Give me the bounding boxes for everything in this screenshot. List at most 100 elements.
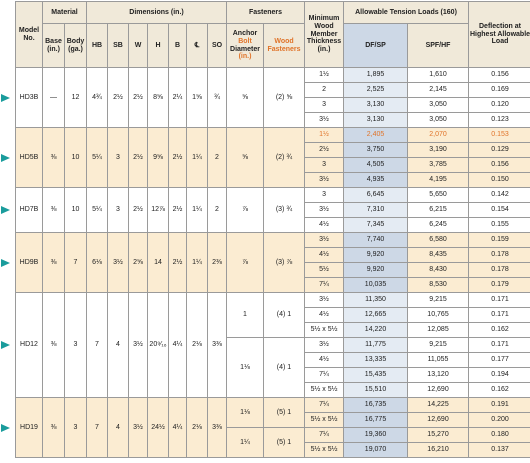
dim-so-cell: ¾ — [207, 67, 227, 128]
header-body: Body (ga.) — [64, 23, 87, 68]
spfhf-load-cell: 16,210 — [407, 442, 470, 458]
min-wood-cell: 5½ x 5½ — [304, 382, 345, 398]
dfsp-load-cell: 15,510 — [343, 382, 409, 398]
dim-w-cell: 2⅝ — [128, 232, 148, 293]
table-row: 5½ x 5½ 14,220 12,085 0.162 — [16, 322, 530, 338]
min-wood-cell: 3½ — [304, 292, 345, 308]
dim-so-cell: 3⅜ — [207, 397, 227, 458]
wood-fasteners-cell: (2) ¾ — [262, 127, 306, 188]
dfsp-load-cell: 10,035 — [343, 277, 409, 293]
anchor-diameter-cell: 1 — [226, 292, 264, 338]
body-cell: 12 — [64, 67, 87, 128]
wood-fasteners-cell: (5) 1 — [262, 397, 306, 428]
table-row: HD19 ⅜ 3 7 4 3½ 24½ 4¼ 2⅛ 3⅜ 1⅛ (5) 1 7¼ 16,735 14,225… — [15, 397, 530, 458]
spfhf-load-cell: 3,785 — [407, 157, 470, 173]
dim-hb-cell: 7 — [86, 397, 108, 458]
dfsp-load-cell: 16,735 — [343, 397, 409, 413]
header-hb: HB — [86, 23, 108, 68]
dim-sb-cell: 2½ — [107, 67, 129, 128]
dim-sb-cell: 3½ — [107, 232, 129, 293]
min-wood-cell: 4½ — [304, 247, 345, 263]
base-cell: ⅜ — [42, 397, 65, 458]
min-wood-cell: 3½ — [304, 172, 345, 188]
wood-fasteners-cell: (4) 1 — [262, 292, 306, 338]
min-wood-cell: 7¼ — [304, 427, 345, 443]
dfsp-load-cell: 3,130 — [343, 97, 409, 113]
spfhf-load-cell: 11,055 — [407, 352, 470, 368]
wood-fasteners-cell: (3) ⅞ — [262, 232, 306, 293]
table-row: HD9B ⅜ 7 6⅛ 3½ 2⅝ 14 2½ 1¼ 2⅜ ⅞ (3) ⅞ 3½ 7,740 6,580 0.… — [15, 232, 530, 293]
min-wood-cell: 7¼ — [304, 367, 345, 383]
spfhf-load-cell: 2,070 — [407, 127, 470, 143]
dfsp-load-cell: 13,335 — [343, 352, 409, 368]
dim-sb-cell: 3 — [107, 187, 129, 233]
header-allowable: Allowable Tension Loads (160) — [343, 1, 470, 24]
deflection-cell: 0.171 — [468, 307, 530, 323]
dim-b-cell: 2½ — [168, 232, 187, 293]
dfsp-load-cell: 15,435 — [343, 367, 409, 383]
min-wood-cell: 7¼ — [304, 277, 345, 293]
deflection-cell: 0.156 — [468, 157, 530, 173]
wood-fasteners-cell: (5) 1 — [262, 427, 306, 458]
dfsp-load-cell: 14,220 — [343, 322, 409, 338]
dim-h-cell: 14 — [147, 232, 169, 293]
anchor-diameter-cell: 1¼ — [226, 427, 264, 458]
min-wood-cell: 1½ — [304, 67, 345, 83]
base-cell: ⅜ — [42, 127, 65, 188]
dfsp-load-cell: 9,920 — [343, 262, 409, 278]
deflection-cell: 0.178 — [468, 262, 530, 278]
row-marker-column — [0, 0, 14, 463]
model-cell: HD12 — [15, 292, 43, 398]
spfhf-load-cell: 12,690 — [407, 382, 470, 398]
dfsp-load-cell: 2,405 — [343, 127, 409, 143]
min-wood-cell: 3 — [304, 187, 345, 203]
dfsp-load-cell: 16,775 — [343, 412, 409, 428]
header-base: Base (in.) — [42, 23, 65, 68]
dim-b-cell: 4¼ — [168, 397, 187, 458]
table-row: 3 3,130 3,050 0.120 — [16, 97, 530, 113]
table-row: HD7B ⅜ 10 5¼ 3 2½ 12⅞ 2½ 1¼ 2 ⅞ (3) ¾ 3 6,645 5,650 0.1… — [15, 187, 530, 233]
deflection-cell: 0.153 — [468, 127, 530, 143]
deflection-cell: 0.169 — [468, 82, 530, 98]
dim-cl-cell: 1⅝ — [186, 67, 208, 128]
spfhf-load-cell: 10,765 — [407, 307, 470, 323]
model-cell: HD5B — [15, 127, 43, 188]
dim-sb-cell: 4 — [107, 397, 129, 458]
anchor-diameter-cell: ⅝ — [226, 127, 264, 188]
row-pointer-icon — [1, 258, 10, 267]
anchor-diameter-cell: ⅞ — [226, 232, 264, 293]
header-wood-fasteners: Wood Fasteners — [262, 23, 306, 68]
table-row: 3½ 7,310 6,215 0.154 — [16, 202, 530, 218]
deflection-cell: 0.200 — [468, 412, 530, 428]
dfsp-load-cell: 4,935 — [343, 172, 409, 188]
model-cell: HD9B — [15, 232, 43, 293]
deflection-cell: 0.159 — [468, 232, 530, 248]
min-wood-cell: 4½ — [304, 352, 345, 368]
dim-b-cell: 4¼ — [168, 292, 187, 398]
anchor-diameter-cell: ⅝ — [226, 67, 264, 128]
dim-sb-cell: 3 — [107, 127, 129, 188]
spfhf-load-cell: 9,215 — [407, 337, 470, 353]
wood-fasteners-cell: (3) ¾ — [262, 187, 306, 233]
dfsp-load-cell: 3,130 — [343, 112, 409, 128]
table-row: 7¼ 10,035 8,530 0.179 — [16, 277, 530, 293]
header-anchor: Anchor Bolt Diameter (in.) — [226, 23, 264, 68]
dfsp-load-cell: 11,350 — [343, 292, 409, 308]
dim-hb-cell: 6⅛ — [86, 232, 108, 293]
dim-cl-cell: 2⅛ — [186, 397, 208, 458]
dim-so-cell: 2⅜ — [207, 232, 227, 293]
spfhf-load-cell: 1,610 — [407, 67, 470, 83]
dim-cl-cell: 2⅛ — [186, 292, 208, 398]
min-wood-cell: 4½ — [304, 217, 345, 233]
deflection-cell: 0.154 — [468, 202, 530, 218]
deflection-cell: 0.129 — [468, 142, 530, 158]
spfhf-load-cell: 3,190 — [407, 142, 470, 158]
dim-h-cell: 9⅝ — [147, 127, 169, 188]
deflection-cell: 0.156 — [468, 67, 530, 83]
anchor-diameter-cell: ⅞ — [226, 187, 264, 233]
header-w: W — [128, 23, 148, 68]
min-wood-cell: 5½ x 5½ — [304, 442, 345, 458]
dfsp-load-cell: 1,895 — [343, 67, 409, 83]
row-pointer-icon — [1, 423, 10, 432]
spfhf-load-cell: 2,145 — [407, 82, 470, 98]
